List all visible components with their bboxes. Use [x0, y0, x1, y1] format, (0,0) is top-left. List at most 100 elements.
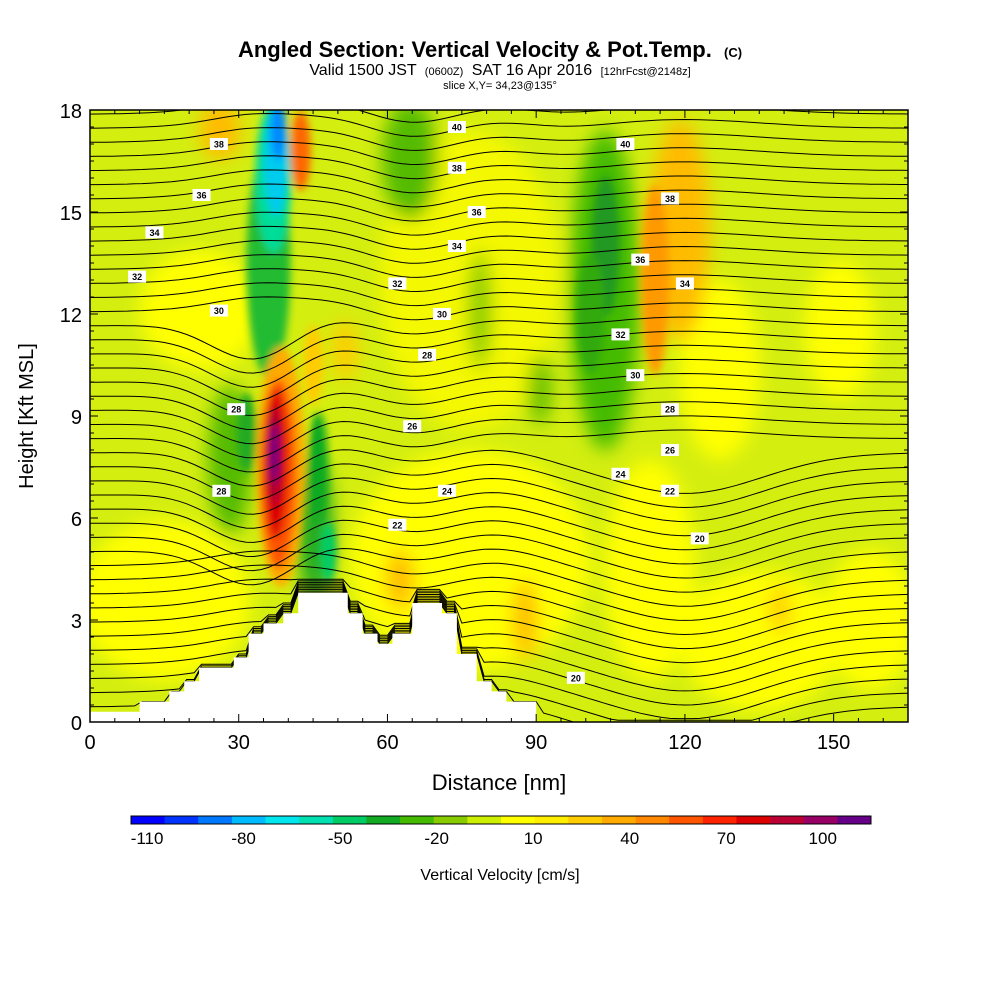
theta-contour-label-text: 30: [214, 306, 224, 316]
theta-contour-label: 22: [661, 484, 680, 497]
theta-contour-label: 38: [209, 138, 228, 150]
theta-contour-label-text: 24: [442, 486, 452, 496]
theta-contour-labels: 38 36 34 32 30 28 28 40 38 36 34 32 30 28 26 24 22 40 38 36…: [128, 121, 709, 684]
colorbar-swatch: [164, 816, 199, 824]
theta-contour: [90, 225, 908, 250]
theta-contour-label: 40: [616, 138, 635, 150]
moderate-updraft-region: [513, 580, 537, 660]
theta-contour-label: 32: [388, 277, 407, 290]
theta-contour-label-text: 28: [422, 350, 432, 360]
theta-contour-label: 32: [128, 270, 147, 283]
theta-contour-label-text: 28: [665, 405, 675, 415]
theta-contour-label: 34: [145, 226, 164, 239]
theta-contour-label-text: 30: [630, 371, 640, 381]
colorbar-swatch: [131, 816, 165, 824]
colorbar-tick-label: -110: [131, 829, 164, 848]
theta-contour-label-text: 26: [665, 446, 675, 456]
theta-contours: [90, 110, 908, 722]
x-tick-label: 150: [817, 732, 850, 754]
x-tick-label: 120: [668, 732, 701, 754]
theta-contour-label-text: 30: [437, 310, 447, 320]
theta-contour: [90, 590, 908, 721]
theta-contour: [90, 316, 908, 360]
theta-contour: [90, 197, 908, 222]
downdraft-core: [576, 254, 605, 374]
theta-contour-label: 30: [209, 304, 228, 317]
weak-updraft-region: [90, 520, 250, 680]
colorbar-swatch: [534, 816, 569, 824]
theta-contour: [90, 415, 908, 459]
subtitle-date: SAT 16 Apr 2016: [472, 62, 592, 79]
colorbar-tick-label: 40: [620, 829, 639, 848]
theta-contour-label-text: 36: [197, 191, 207, 201]
updraft-band: [290, 110, 311, 191]
colorbar-swatch: [332, 816, 367, 824]
theta-contour-label: 26: [661, 444, 680, 456]
theta-contour-label-text: 24: [615, 469, 625, 479]
terrain-mask: [90, 592, 537, 722]
weak-updraft-region: [140, 250, 260, 370]
theta-contour: [90, 296, 908, 321]
theta-contour: [90, 240, 908, 264]
theta-contour-label-text: 36: [472, 208, 482, 218]
weak-updraft-region: [680, 570, 840, 710]
theta-contour: [90, 564, 908, 621]
colorbar-swatch: [433, 816, 468, 824]
svg-text:Valid 1500 JST (0600Z): Valid 1500 JST (0600Z) SAT 16 Apr 2016 […: [309, 62, 690, 79]
subtitle-slice: slice X,Y= 34,23@135°: [443, 80, 557, 92]
theta-contour-label: 34: [447, 240, 466, 252]
theta-contour: [90, 533, 908, 579]
colorbar-swatch: [702, 816, 737, 824]
theta-contour-label-text: 26: [407, 422, 417, 432]
x-axis: 0 30 60 90 120 150: [84, 110, 884, 754]
colorbar-tick-label: -20: [424, 829, 449, 848]
theta-contour-label-text: 36: [635, 255, 645, 265]
theta-contour-label-text: 28: [216, 486, 226, 496]
updraft-band: [303, 325, 324, 405]
subtitle-fcst: [12hrFcst@2148z]: [601, 66, 691, 78]
colorbar-label: Vertical Velocity [cm/s]: [420, 867, 579, 884]
theta-contour: [90, 211, 908, 236]
theta-contour: [90, 583, 908, 678]
colorbar-swatch: [601, 816, 636, 824]
theta-contour-label: 28: [227, 403, 246, 416]
theta-contour-label-text: 32: [132, 272, 142, 282]
title-text: Angled Section: Vertical Velocity & Pot.…: [238, 37, 712, 62]
theta-contour-label-text: 22: [392, 520, 402, 530]
y-tick-label: 18: [60, 101, 82, 123]
theta-contour: [90, 477, 908, 523]
theta-contour: [90, 254, 908, 278]
colorbar-swatch: [366, 816, 401, 824]
theta-contour: [90, 588, 908, 720]
svg-text:Angled Section: Vertical Veloc: Angled Section: Vertical Velocity & Pot.…: [238, 37, 742, 62]
theta-contour: [90, 449, 908, 494]
theta-contour-label: 36: [631, 253, 650, 266]
y-tick-label: 6: [71, 509, 82, 531]
plot-area: 38 36 34 32 30 28 28 40 38 36 34 32 30 28 26 24 22 40 38 36…: [90, 110, 908, 722]
theta-contour: [90, 519, 908, 565]
theta-contour-label-text: 28: [231, 405, 241, 415]
weak-updraft-region: [805, 260, 875, 400]
theta-contour: [90, 183, 908, 208]
colorbar-tick-label: -80: [231, 829, 256, 848]
theta-contour-label-text: 34: [149, 228, 159, 238]
colorbar: -110 -80 -50 -20 10 40 70 100: [130, 815, 872, 848]
theta-contour: [90, 127, 908, 151]
theta-contour: [90, 582, 908, 664]
theta-contour: [90, 580, 908, 650]
moderate-updraft-region: [333, 320, 357, 380]
colorbar-swatch: [736, 816, 771, 824]
y-tick-label: 9: [71, 407, 82, 429]
theta-contour-label-text: 20: [571, 673, 581, 683]
theta-contour: [90, 358, 908, 402]
colorbar-tick-label: -50: [328, 829, 353, 848]
theta-contour: [90, 547, 908, 593]
theta-contour-label: 32: [611, 328, 630, 341]
x-tick-label: 0: [84, 732, 95, 754]
theta-contour: [90, 282, 908, 307]
weak-downdraft-region: [382, 110, 438, 220]
colorbar-swatch: [265, 816, 300, 824]
theta-contour-label: 26: [403, 420, 422, 433]
colorbar-frame: [130, 815, 872, 825]
